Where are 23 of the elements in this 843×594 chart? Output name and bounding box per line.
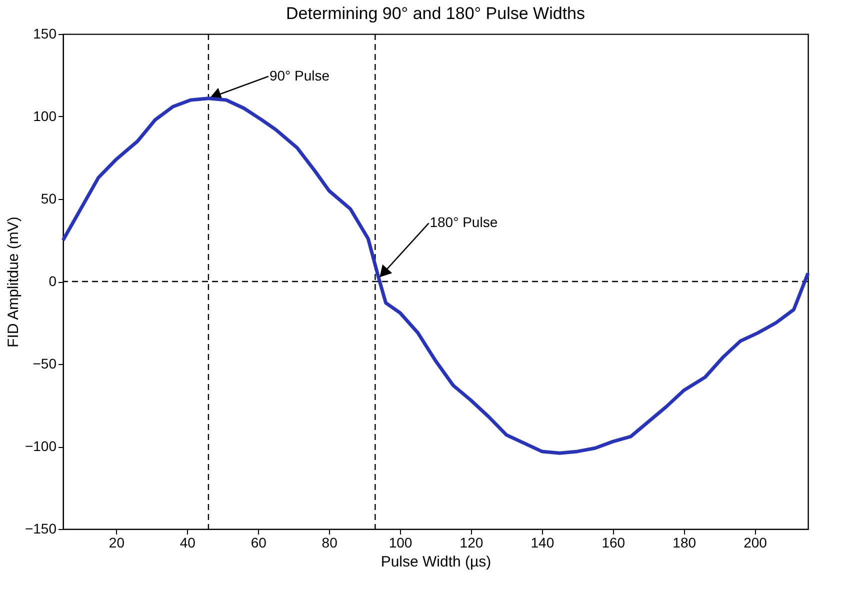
x-tick-label: 100 — [388, 534, 412, 550]
x-tick-label: 160 — [602, 534, 626, 550]
x-tick-label: 180 — [672, 534, 696, 550]
x-tick-label: 200 — [744, 534, 768, 550]
y-tick-label: −150 — [24, 520, 57, 536]
x-axis-title: Pulse Width (µs) — [380, 554, 492, 570]
x-tick-label: 60 — [250, 534, 267, 550]
y-tick-label: 50 — [40, 190, 57, 206]
line-series — [61, 96, 810, 455]
x-tick-label: 20 — [108, 534, 125, 550]
y-tick-label: −50 — [32, 356, 57, 372]
x-tick-label: 120 — [460, 534, 484, 550]
y-tick-label: −100 — [24, 438, 57, 454]
chart-title: Determining 90° and 180° Pulse Widths — [286, 4, 585, 23]
y-axis-title: FID Amplitdue (mV) — [4, 216, 22, 348]
x-tick-label: 80 — [322, 534, 338, 550]
annotation: 180° Pulse — [430, 214, 498, 230]
y-tick-label: 150 — [33, 26, 57, 42]
annotation: 90° Pulse — [269, 67, 330, 84]
x-tick-label: 140 — [530, 534, 554, 550]
y-tick-label: 0 — [48, 273, 57, 289]
y-tick-label: 100 — [33, 108, 57, 124]
x-tick-label: 40 — [180, 534, 196, 550]
